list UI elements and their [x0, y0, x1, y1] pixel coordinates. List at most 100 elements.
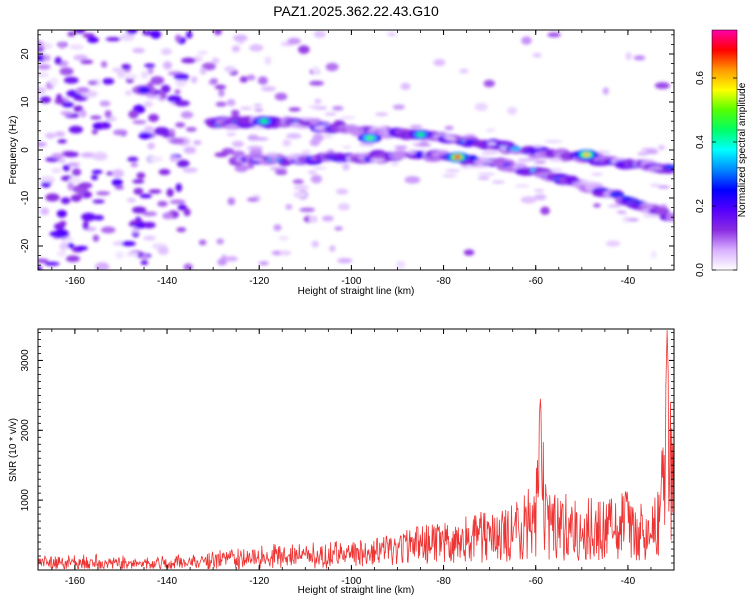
spectrogram-blob [334, 226, 343, 231]
spectrogram-blob [181, 57, 197, 64]
spectrogram-blob [132, 120, 147, 125]
spectrogram-blob [337, 203, 350, 211]
spectrogram-blob [370, 126, 387, 130]
spectrogram-blob [415, 143, 432, 147]
spectrogram-blob [132, 48, 145, 54]
spectrogram-x-label: Height of straight line (km) [298, 286, 415, 297]
spectrogram-blob [264, 56, 272, 65]
y-tick-label: 2000 [20, 419, 31, 442]
spectrogram-blob [246, 197, 259, 202]
spectrogram-blob [87, 80, 98, 86]
spectrogram-blob [226, 132, 237, 136]
spectrogram-blob [278, 235, 289, 241]
x-tick-label: -40 [621, 576, 636, 587]
spectrogram-blob [166, 188, 174, 197]
spectrogram-blob [637, 152, 649, 156]
spectrogram-blob [459, 68, 469, 74]
spectrogram-blob [640, 203, 655, 207]
spectrogram-blob [307, 170, 317, 174]
x-tick-label: -160 [65, 576, 85, 587]
spectrogram-blob [224, 65, 236, 73]
spectrogram-blob [91, 169, 103, 175]
spectrogram-blob [115, 251, 124, 259]
spectrogram-blob [474, 164, 491, 168]
spectrogram-blob [216, 238, 224, 245]
spectrogram-blob [128, 110, 139, 119]
spectrogram-blob [126, 198, 136, 203]
spectrogram-blob [260, 119, 268, 124]
spectrogram-blob [131, 206, 147, 214]
spectrogram-blob [71, 168, 82, 177]
spectrogram-blob [217, 258, 227, 266]
spectrogram-blob [176, 159, 190, 168]
spectrogram-blob [227, 197, 236, 206]
spectrogram-blob [38, 72, 50, 78]
y-tick-label: 3000 [20, 349, 31, 372]
spectrogram-blob [58, 220, 67, 226]
spectrogram-heatmap [38, 30, 674, 270]
spectrogram-blob [273, 224, 282, 231]
spectrogram-blob [246, 146, 261, 150]
y-tick-label: 0 [20, 147, 31, 153]
spectrogram-blob [111, 178, 123, 187]
spectrogram-blob [104, 110, 112, 118]
spectrogram-blob [162, 61, 173, 70]
spectrogram-blob [175, 34, 182, 43]
spectrogram-blob [366, 136, 374, 140]
spectrogram-blob [394, 145, 408, 149]
spectrogram-blob [616, 210, 627, 214]
spectrogram-blob [445, 169, 460, 173]
spectrogram-blob [142, 211, 157, 217]
spectrogram-blob [183, 146, 197, 154]
spectrogram-blob [167, 95, 182, 103]
spectrogram-blob [534, 160, 547, 164]
spectrogram-blob [92, 199, 105, 204]
colorbar-tick-label: 0.2 [695, 199, 706, 213]
spectrogram-blob [309, 139, 321, 147]
colorbar-tick-label: 0.4 [695, 135, 706, 149]
spectrogram-background [38, 30, 674, 270]
spectrogram-blob [177, 204, 187, 211]
x-tick-label: -160 [65, 276, 85, 287]
spectrogram-blob [102, 78, 115, 85]
spectrogram-blob [40, 207, 50, 216]
spectrogram-blob [310, 174, 323, 184]
spectrogram-blob [224, 256, 238, 262]
spectrogram-blob [60, 197, 71, 205]
spectrogram-blob [649, 183, 660, 187]
spectrogram-blob [99, 100, 111, 107]
y-tick-label: 1000 [20, 489, 31, 512]
spectrogram-blob [510, 146, 523, 152]
spectrogram-blob [169, 199, 186, 205]
spectrogram-blob [54, 131, 66, 137]
spectrogram-blob [477, 172, 496, 176]
snr-background [38, 329, 674, 570]
spectrogram-blob [91, 129, 98, 135]
spectrogram-blob [225, 124, 238, 128]
colorbar: 0.0 0.2 0.4 0.6 Normalized spectral amplitu… [695, 29, 748, 277]
spectrogram-blob [391, 150, 410, 159]
spectrogram-blob [209, 78, 219, 84]
spectrogram-blob [127, 156, 139, 162]
spectrogram-blob [132, 179, 145, 184]
spectrogram-blob [650, 250, 657, 259]
spectrogram-blob [547, 32, 561, 38]
spectrogram-blob [63, 151, 80, 158]
spectrogram-blob [521, 36, 532, 45]
spectrogram-blob [453, 155, 461, 160]
spectrogram-blob [159, 92, 167, 99]
spectrogram-blob [342, 145, 352, 149]
spectrogram-blob [625, 52, 632, 61]
spectrogram-blob [59, 67, 74, 76]
spectrogram-blob [231, 109, 240, 116]
x-tick-label: -120 [249, 276, 269, 287]
spectrogram-blob [284, 154, 301, 158]
spectrogram-blob [645, 150, 659, 154]
spectrogram-blob [92, 152, 108, 161]
x-tick-label: -100 [341, 276, 361, 287]
spectrogram-blob [218, 89, 225, 98]
snr-frame [37, 328, 675, 571]
spectrogram-blob [299, 207, 315, 213]
spectrogram-blob [160, 84, 171, 93]
spectrogram-blob [67, 162, 81, 167]
